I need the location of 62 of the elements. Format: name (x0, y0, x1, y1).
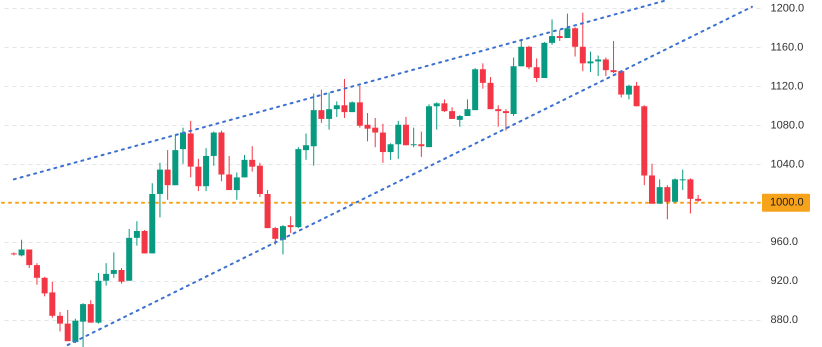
candlestick (164, 150, 171, 200)
candlestick (26, 249, 32, 269)
candlestick (280, 224, 286, 255)
candlestick (526, 45, 532, 70)
candlestick (634, 81, 640, 107)
candlestick (402, 116, 409, 146)
candlestick (326, 92, 332, 130)
candlestick (564, 13, 570, 39)
candlestick (242, 154, 248, 178)
candlestick (441, 98, 448, 113)
candlestick (42, 276, 48, 297)
candlestick (18, 239, 25, 257)
candlestick (180, 127, 186, 164)
candlestick (288, 216, 294, 234)
candlestick (626, 84, 632, 100)
candlestick (534, 58, 540, 82)
candlestick (234, 172, 240, 200)
candlestick (549, 18, 556, 46)
candlestick (556, 30, 563, 42)
candlestick (449, 106, 456, 120)
candlestick (134, 220, 140, 246)
candlestick (318, 89, 324, 124)
y-tick-label: 960.0 (770, 236, 798, 248)
candlestick (380, 123, 386, 164)
candlestick (34, 262, 40, 286)
candlestick (602, 57, 609, 77)
candlestick (480, 62, 486, 90)
candlestick (572, 26, 578, 58)
y-tick-label: 1160.0 (770, 41, 804, 54)
y-tick-label: 1200.0 (770, 2, 804, 14)
candlestick (195, 158, 202, 192)
candlestick (110, 252, 117, 278)
candlestick (580, 12, 586, 72)
y-tick-label: 1080.0 (770, 119, 804, 132)
candlestick (664, 184, 670, 220)
candlestick (118, 268, 125, 284)
candlestick (656, 178, 663, 204)
candlestick (595, 55, 602, 77)
candlestick (272, 226, 278, 246)
candlestick (587, 51, 594, 73)
candlestick (88, 300, 94, 324)
y-tick-label: 880.0 (770, 314, 798, 326)
ref-line-label: 1000.0 (770, 196, 804, 209)
candlestick (142, 230, 148, 254)
candlestick (388, 142, 394, 160)
candlestick (502, 108, 509, 132)
y-tick-label: 1120.0 (770, 80, 804, 92)
y-tick-label: 1040.0 (770, 158, 804, 170)
candlestick (395, 120, 402, 160)
candlestick (249, 146, 256, 172)
candlestick (518, 40, 524, 67)
candlestick (226, 155, 232, 191)
candlestick (687, 178, 694, 214)
candlestick (210, 131, 217, 166)
candlestick (57, 311, 64, 332)
candlestick (49, 281, 56, 318)
candlestick (64, 309, 71, 342)
y-tick-label: 920.0 (770, 275, 798, 288)
candlestick (456, 114, 463, 128)
candlestick (495, 104, 502, 128)
candlestick (103, 262, 110, 286)
candlestick (341, 78, 348, 118)
